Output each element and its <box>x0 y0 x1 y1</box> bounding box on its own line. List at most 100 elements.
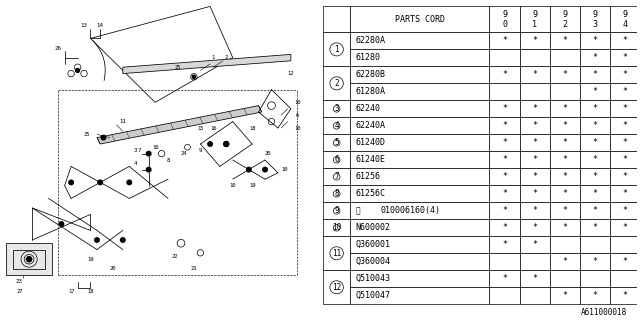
Text: 61280A: 61280A <box>356 87 386 96</box>
Bar <box>610 32 640 49</box>
Text: Q360004: Q360004 <box>356 257 390 266</box>
Circle shape <box>101 135 106 140</box>
Text: *: * <box>502 240 507 249</box>
Text: 26: 26 <box>54 45 61 51</box>
Bar <box>550 134 580 151</box>
Bar <box>580 185 610 202</box>
Bar <box>580 6 610 32</box>
Text: *: * <box>623 104 627 113</box>
Text: *: * <box>593 121 597 130</box>
Text: 2: 2 <box>225 55 228 60</box>
Bar <box>490 117 520 134</box>
Text: *: * <box>532 104 537 113</box>
Text: 010006160(4): 010006160(4) <box>381 206 441 215</box>
Bar <box>490 83 520 100</box>
Text: *: * <box>593 206 597 215</box>
Text: *: * <box>623 172 627 181</box>
Polygon shape <box>123 54 291 74</box>
Text: 5: 5 <box>334 138 339 147</box>
Text: *: * <box>502 70 507 79</box>
Bar <box>490 270 520 287</box>
Text: *: * <box>532 189 537 198</box>
Bar <box>490 236 520 253</box>
Circle shape <box>127 180 132 185</box>
Circle shape <box>95 238 99 242</box>
Text: *: * <box>562 189 567 198</box>
Polygon shape <box>6 243 52 275</box>
Circle shape <box>120 238 125 242</box>
Text: *: * <box>623 223 627 232</box>
Text: *: * <box>502 172 507 181</box>
Text: 24: 24 <box>181 151 188 156</box>
Bar <box>610 151 640 168</box>
Bar <box>520 270 550 287</box>
Bar <box>520 219 550 236</box>
Bar <box>580 134 610 151</box>
Bar <box>323 6 350 32</box>
Text: 9
4: 9 4 <box>623 10 627 29</box>
Bar <box>323 117 350 134</box>
Text: A611000018: A611000018 <box>581 308 627 317</box>
Bar <box>490 253 520 270</box>
Text: 2: 2 <box>334 79 339 88</box>
Text: 18: 18 <box>249 125 255 131</box>
Text: 23: 23 <box>16 279 23 284</box>
Text: *: * <box>502 121 507 130</box>
Text: 9: 9 <box>198 148 202 153</box>
Circle shape <box>98 180 102 185</box>
Circle shape <box>69 180 74 185</box>
Bar <box>323 270 350 304</box>
Bar <box>520 32 550 49</box>
Bar <box>350 202 490 219</box>
Text: 20: 20 <box>265 151 271 156</box>
Text: *: * <box>532 138 537 147</box>
Bar <box>350 66 490 83</box>
Text: *: * <box>593 36 597 45</box>
Text: *: * <box>502 138 507 147</box>
Bar <box>550 253 580 270</box>
Text: N600002: N600002 <box>356 223 390 232</box>
Bar <box>323 185 350 202</box>
Text: *: * <box>532 274 537 283</box>
Bar <box>350 100 490 117</box>
Text: *: * <box>532 155 537 164</box>
Text: 18: 18 <box>87 289 93 294</box>
Text: *: * <box>593 257 597 266</box>
Text: *: * <box>593 172 597 181</box>
Text: 27: 27 <box>16 289 22 294</box>
Bar <box>520 287 550 304</box>
Bar <box>490 287 520 304</box>
Text: *: * <box>593 138 597 147</box>
Text: *: * <box>623 257 627 266</box>
Text: *: * <box>562 155 567 164</box>
Text: 7: 7 <box>334 172 339 181</box>
Text: 9
1: 9 1 <box>532 10 537 29</box>
Bar <box>350 219 490 236</box>
Bar <box>520 66 550 83</box>
Bar <box>550 100 580 117</box>
Bar <box>350 168 490 185</box>
Bar <box>490 134 520 151</box>
Bar <box>490 202 520 219</box>
Text: *: * <box>532 36 537 45</box>
Text: 15: 15 <box>197 125 204 131</box>
Text: 61240D: 61240D <box>356 138 386 147</box>
Text: *: * <box>562 121 567 130</box>
Text: *: * <box>562 291 567 300</box>
Bar <box>323 168 350 185</box>
Text: *: * <box>502 36 507 45</box>
Text: *: * <box>623 291 627 300</box>
Bar <box>350 6 490 32</box>
Text: *: * <box>502 104 507 113</box>
Text: *: * <box>532 172 537 181</box>
Bar <box>350 287 490 304</box>
Bar <box>610 202 640 219</box>
Text: 14: 14 <box>97 23 104 28</box>
Text: 4: 4 <box>334 121 339 130</box>
Text: 1: 1 <box>212 55 215 60</box>
Bar <box>350 270 490 287</box>
Bar <box>580 100 610 117</box>
Bar <box>610 6 640 32</box>
Text: 12: 12 <box>287 71 294 76</box>
Circle shape <box>76 68 79 72</box>
